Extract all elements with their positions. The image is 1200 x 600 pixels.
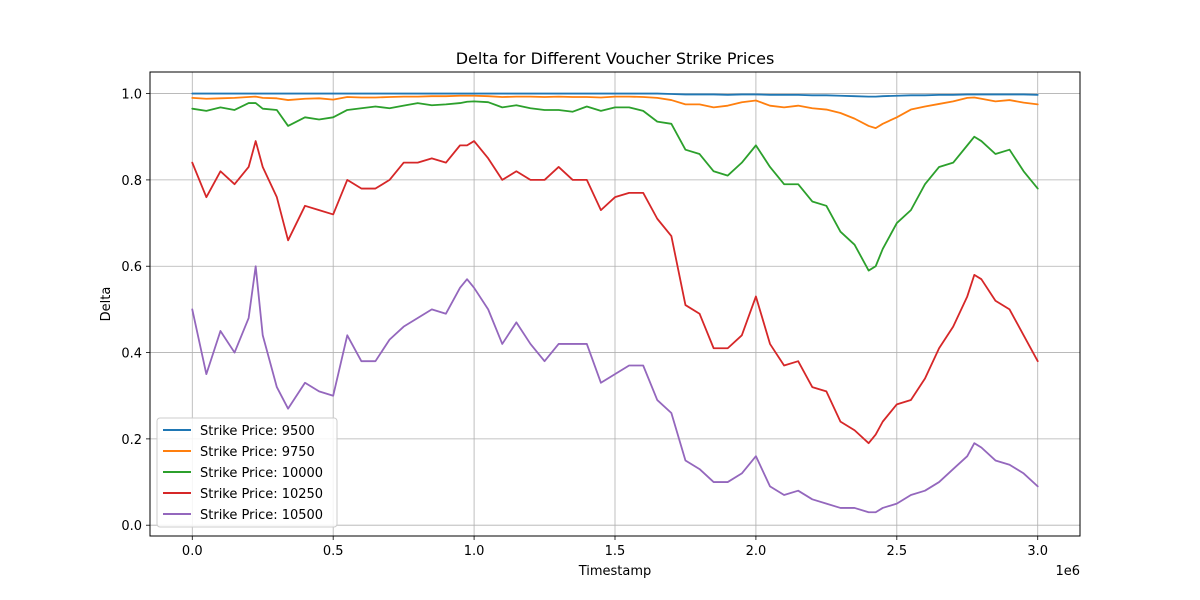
x-axis-label: Timestamp (578, 564, 652, 579)
x-tick-label: 2.0 (746, 544, 767, 559)
legend-entry-2: Strike Price: 9750 (200, 445, 315, 460)
series-line-3 (191, 100, 1039, 272)
chart-title: Delta for Different Voucher Strike Price… (456, 49, 775, 68)
x-tick-label: 0.0 (182, 544, 203, 559)
y-tick-label: 1.0 (121, 88, 142, 103)
x-tick-label: 3.0 (1027, 544, 1048, 559)
x-tick-label: 1.5 (605, 544, 626, 559)
x-axis-offset-label: 1e6 (1055, 564, 1080, 579)
y-tick-label: 0.2 (121, 433, 142, 448)
series-line-5 (191, 265, 1039, 514)
y-tick-label: 0.6 (121, 260, 142, 275)
y-tick-label: 0.8 (121, 174, 142, 189)
axis-ticks: 0.0 0.5 1.0 1.5 2.0 2.5 3.0 0.0 0.2 0.4 0.6 0.8 1.0 (121, 88, 1048, 559)
y-tick-label: 0.0 (121, 519, 142, 534)
legend: Strike Price: 9500 Strike Price: 9750 Stri… (156, 417, 338, 528)
legend-entry-5: Strike Price: 10500 (200, 508, 323, 523)
legend-entry-4: Strike Price: 10250 (200, 487, 323, 502)
series-line-1 (191, 92, 1039, 98)
legend-entry-3: Strike Price: 10000 (200, 466, 323, 481)
x-tick-label: 0.5 (323, 544, 344, 559)
y-axis-label: Delta (99, 287, 114, 322)
series-line-4 (191, 140, 1039, 445)
series-line-2 (191, 94, 1039, 130)
legend-entry-1: Strike Price: 9500 (200, 424, 315, 439)
series-lines (191, 92, 1039, 514)
x-tick-label: 1.0 (464, 544, 485, 559)
legend-box (156, 417, 338, 528)
y-tick-label: 0.4 (121, 347, 142, 362)
x-tick-label: 2.5 (886, 544, 907, 559)
